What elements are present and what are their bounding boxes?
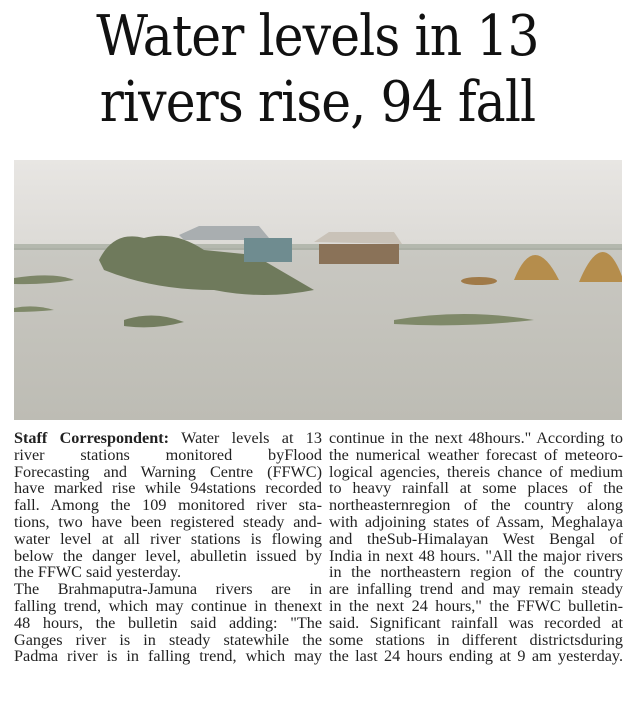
article-line: tions, two have been registered steady a… — [14, 512, 322, 531]
article-line: below the danger level, abulletin issued… — [14, 546, 322, 565]
article-line: some stations in different districtsduri… — [329, 630, 623, 649]
article-line: Forecasting and Warning Centre (FFWC) — [14, 462, 322, 481]
headline-line-2: rivers rise, 94 fall — [99, 70, 536, 135]
flooded-village-photo — [14, 160, 622, 420]
article-line: fall. Among the 109 monitored river sta- — [14, 496, 322, 515]
article-column-2: continue in the next 48hours." According… — [329, 430, 623, 665]
article-line: continue in the next 48hours." According… — [329, 429, 623, 447]
article-line: have marked rise while 94stations record… — [14, 479, 322, 498]
article-line: logical agencies, thereis chance of medi… — [329, 462, 623, 481]
article-line: said. Significant rainfall was recorded … — [329, 613, 623, 632]
article-line: northeasternregion of the country along — [329, 496, 623, 515]
article-line: 48 hours, the bulletin said adding: "The — [14, 613, 322, 632]
article-line: the FFWC said yesterday. — [14, 563, 182, 582]
article-line: with adjoining states of Assam, Meghalay… — [329, 512, 623, 531]
article-line: and theSub-Himalayan West Bengal of — [329, 529, 623, 548]
article-line: to heavy rainfall at some places of the — [329, 479, 623, 498]
article-line: are infalling trend and may remain stead… — [329, 580, 623, 599]
article-line: Ganges river is in steady statewhile the — [14, 630, 322, 649]
byline: Staff Correspondent: — [14, 429, 170, 447]
article-line: The Brahmaputra-Jamuna rivers are in — [14, 580, 322, 599]
article-line: river stations monitored byFlood — [14, 445, 322, 464]
article-line: India in next 48 hours. "All the major r… — [329, 546, 623, 565]
article-line: the last 24 hours ending at 9 am yesterd… — [329, 647, 623, 666]
article-column-1: Staff Correspondent: Water levels at 13 … — [14, 430, 322, 665]
article-line: Padma river is in falling trend, which m… — [14, 647, 322, 666]
article-line: in the next 24 hours," the FFWC bulletin… — [329, 596, 623, 615]
article-line: Staff Correspondent: Water levels at 13 — [14, 429, 322, 447]
headline: Water levels in 13 rivers rise, 94 fall — [32, 4, 604, 136]
article-line: in the northeastern region of the countr… — [329, 563, 623, 582]
article-line: the numerical weather forecast of meteor… — [329, 445, 623, 464]
article-line: falling trend, which may continue in the… — [14, 596, 322, 615]
headline-line-1: Water levels in 13 — [96, 4, 539, 69]
article-line: water level at all river stations is flo… — [14, 529, 322, 548]
